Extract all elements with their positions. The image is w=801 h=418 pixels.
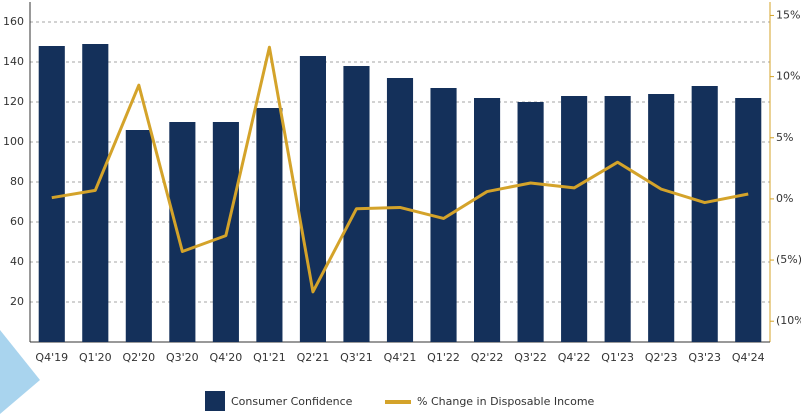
bar — [604, 96, 631, 342]
bar — [299, 56, 326, 342]
y2-tick-label: (10%) — [776, 314, 801, 327]
x-tick-label: Q4'19 — [35, 351, 68, 364]
y-tick-label: 20 — [10, 295, 24, 308]
x-tick-label: Q4'21 — [384, 351, 417, 364]
x-tick-label: Q4'22 — [558, 351, 591, 364]
bar — [691, 86, 718, 342]
bar — [38, 46, 65, 342]
y-tick-label: 120 — [3, 95, 24, 108]
x-tick-label: Q3'22 — [514, 351, 547, 364]
bar — [125, 130, 152, 342]
y-tick-label: 160 — [3, 15, 24, 28]
bar — [474, 98, 501, 342]
y-tick-label: 60 — [10, 215, 24, 228]
bar — [517, 102, 544, 342]
x-tick-label: Q1'22 — [427, 351, 460, 364]
x-tick-label: Q1'23 — [601, 351, 634, 364]
x-tick-label: Q2'21 — [297, 351, 330, 364]
x-tick-label: Q3'23 — [688, 351, 721, 364]
x-tick-label: Q1'21 — [253, 351, 286, 364]
decoration — [0, 330, 40, 414]
line — [51, 45, 749, 294]
y-tick-label: 140 — [3, 55, 24, 68]
legend-swatch — [205, 391, 225, 411]
x-tick-label: Q4'24 — [732, 351, 765, 364]
bar — [343, 66, 370, 342]
y-tick-label: 80 — [10, 175, 24, 188]
y2-tick-label: (5%) — [776, 253, 801, 266]
y-tick-label: 100 — [3, 135, 24, 148]
bar — [735, 98, 762, 342]
bar — [256, 108, 283, 342]
x-tick-label: Q3'20 — [166, 351, 199, 364]
y-tick-label: 40 — [10, 255, 24, 268]
x-tick-label: Q2'20 — [122, 351, 155, 364]
legend-label: Consumer Confidence — [231, 395, 353, 408]
y2-tick-label: 15% — [776, 8, 800, 21]
legend-label: % Change in Disposable Income — [417, 395, 595, 408]
x-tick-label: Q4'20 — [210, 351, 243, 364]
bar — [169, 122, 196, 342]
bar — [648, 94, 675, 342]
x-tick-label: Q3'21 — [340, 351, 373, 364]
x-tick-label: Q2'23 — [645, 351, 678, 364]
x-tick-label: Q2'22 — [471, 351, 504, 364]
bar — [561, 96, 588, 342]
y2-tick-label: 5% — [776, 131, 793, 144]
y2-tick-label: 10% — [776, 70, 800, 83]
y2-tick-label: 0% — [776, 192, 793, 205]
x-tick-label: Q1'20 — [79, 351, 112, 364]
